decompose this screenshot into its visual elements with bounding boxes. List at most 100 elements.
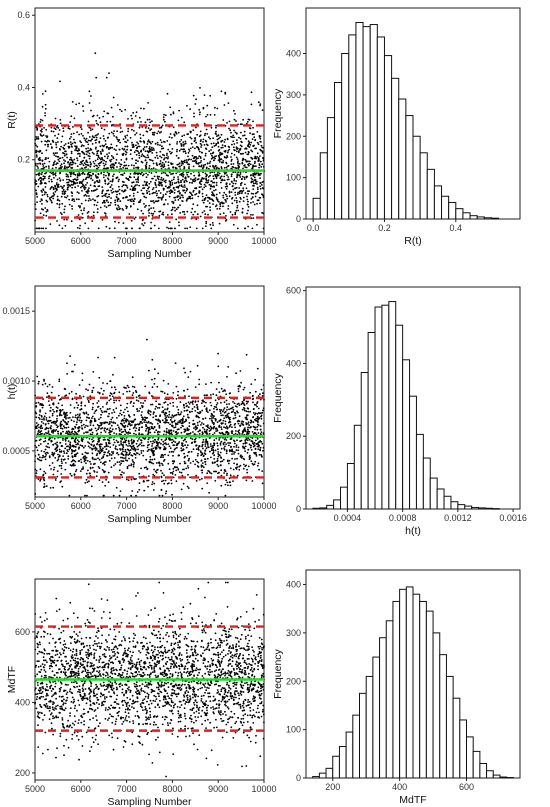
scatter-point: [40, 450, 43, 452]
scatter-point: [168, 413, 171, 416]
scatter-point: [44, 382, 47, 385]
scatter-point: [224, 415, 227, 417]
scatter-point: [153, 377, 156, 380]
scatter-point: [161, 464, 164, 466]
histogram-bar: [383, 55, 393, 220]
scatter-point: [197, 430, 200, 433]
scatter-point: [172, 186, 175, 189]
scatter-point: [212, 142, 215, 145]
scatter-point: [187, 416, 189, 418]
scatter-point: [90, 174, 93, 177]
scatter-point: [161, 147, 163, 150]
scatter-point: [153, 368, 156, 371]
scatter-point: [231, 143, 233, 146]
scatter-point: [238, 136, 240, 139]
scatter-point: [139, 172, 141, 175]
scatter-point: [184, 227, 187, 230]
scatter-point: [138, 227, 141, 230]
scatter-point: [208, 183, 211, 186]
y-tick-label: 0.2: [17, 155, 30, 165]
scatter-point: [73, 406, 76, 409]
scatter-point: [105, 448, 108, 450]
scatter-point: [157, 461, 160, 464]
scatter-point: [40, 459, 43, 462]
scatter-point: [118, 461, 121, 463]
scatter-point: [237, 411, 239, 414]
scatter-point: [60, 467, 63, 470]
scatter-point: [131, 376, 134, 379]
scatter-point: [248, 438, 251, 441]
scatter-point: [145, 163, 148, 166]
scatter-point: [143, 142, 146, 144]
scatter-point: [151, 214, 154, 217]
scatter-point: [240, 140, 243, 143]
scatter-point: [92, 160, 95, 163]
scatter-point: [45, 128, 48, 131]
scatter-point: [198, 173, 201, 176]
scatter-point: [256, 183, 258, 185]
scatter-point: [149, 413, 152, 416]
scatter-point: [252, 172, 255, 175]
scatter-point: [188, 395, 190, 398]
scatter-point: [141, 219, 144, 222]
scatter-point: [132, 192, 135, 195]
scatter-point: [122, 166, 125, 169]
scatter-point: [184, 150, 187, 153]
scatter-point: [170, 113, 172, 116]
scatter-point: [46, 392, 49, 395]
scatter-point: [224, 427, 227, 429]
scatter-point: [95, 167, 98, 170]
scatter-point: [196, 204, 199, 207]
scatter-points: [34, 338, 265, 497]
scatter-point: [155, 415, 158, 417]
scatter-point: [181, 200, 184, 203]
scatter-point: [187, 473, 189, 476]
scatter-point: [252, 416, 254, 419]
scatter-point: [132, 465, 135, 468]
scatter-point: [69, 441, 72, 444]
scatter-point: [165, 179, 167, 182]
scatter-point: [196, 364, 199, 367]
scatter-point: [216, 135, 218, 138]
scatter-point: [252, 126, 255, 129]
scatter-point: [104, 431, 107, 433]
scatter-point: [110, 457, 113, 460]
scatter-point: [213, 458, 216, 460]
scatter-point: [54, 160, 56, 163]
scatter-point: [140, 155, 143, 158]
scatter-point: [85, 472, 88, 475]
scatter-point: [222, 442, 225, 445]
scatter-point: [200, 144, 203, 147]
scatter-point: [107, 481, 110, 484]
scatter-point: [181, 442, 184, 445]
scatter-point: [182, 189, 185, 192]
scatter-point: [247, 200, 249, 203]
scatter-point: [35, 180, 38, 183]
scatter-point: [81, 162, 83, 165]
scatter-point: [69, 141, 72, 144]
scatter-point: [223, 175, 226, 178]
scatter-point: [44, 412, 47, 415]
scatter-point: [169, 183, 172, 186]
scatter-point: [239, 464, 242, 467]
scatter-point: [172, 202, 175, 205]
scatter-point: [57, 127, 60, 129]
scatter-point: [258, 136, 261, 138]
scatter-point: [152, 200, 155, 202]
scatter-point: [205, 383, 207, 385]
scatter-point: [192, 448, 195, 451]
scatter-point: [179, 212, 182, 214]
scatter-point: [258, 468, 260, 471]
scatter-point: [61, 485, 64, 488]
scatter-point: [202, 138, 205, 141]
scatter-point: [236, 420, 239, 423]
scatter-point: [113, 356, 116, 359]
scatter-point: [35, 427, 37, 430]
scatter-point: [102, 406, 104, 408]
scatter-point: [92, 402, 95, 405]
scatter-point: [100, 153, 102, 155]
scatter-point: [178, 441, 181, 443]
scatter-point: [64, 415, 66, 418]
scatter-point: [180, 447, 183, 449]
scatter-point: [85, 190, 88, 193]
